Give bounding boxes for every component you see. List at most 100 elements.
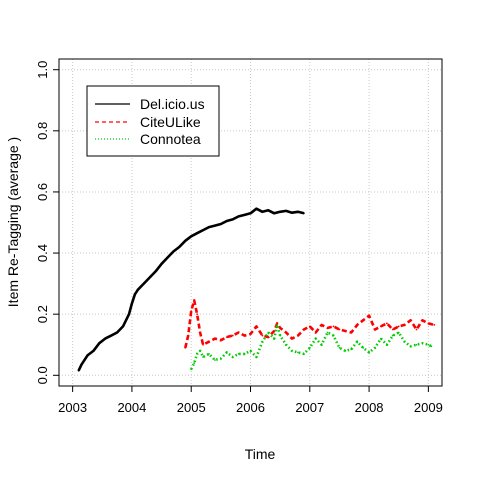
data-point-connotea (332, 334, 335, 337)
data-point-citeulike (326, 327, 329, 329)
data-point-citeulike (409, 319, 412, 322)
data-point-connotea (415, 343, 418, 346)
data-point-connotea (196, 353, 199, 355)
data-point-delicious (154, 270, 157, 273)
data-point-delicious (148, 276, 151, 279)
data-point-delicious (237, 215, 240, 218)
data-point-citeulike (308, 325, 311, 328)
y-tick-label: 0.8 (35, 122, 50, 140)
data-point-delicious (80, 363, 83, 366)
data-point-citeulike (403, 323, 406, 326)
data-point-delicious (110, 334, 113, 337)
data-point-connotea (225, 351, 228, 354)
data-point-delicious (202, 229, 204, 232)
data-point-citeulike (267, 336, 270, 339)
data-point-citeulike (231, 334, 234, 337)
data-point-connotea (190, 368, 193, 371)
data-point-citeulike (202, 343, 204, 346)
x-tick-label: 2007 (295, 400, 324, 415)
data-point-connotea (403, 340, 406, 343)
legend-label-connotea: Connotea (140, 131, 201, 147)
data-point-citeulike (187, 334, 190, 337)
data-point-citeulike (362, 319, 365, 322)
data-point-citeulike (291, 337, 293, 340)
data-point-connotea (231, 356, 234, 358)
data-point-connotea (291, 349, 293, 352)
data-point-connotea (273, 337, 276, 340)
y-axis: 0.0 0.2 0.4 0.6 0.8 1.0 (35, 61, 59, 384)
data-point-citeulike (391, 328, 394, 331)
data-point-citeulike (285, 331, 287, 334)
x-axis: 2003 2004 2005 2006 2007 2008 2009 (58, 385, 443, 415)
data-point-connotea (391, 334, 394, 337)
legend-label-citeulike: CiteULike (140, 114, 201, 130)
x-tick-label: 2003 (58, 400, 87, 415)
data-point-delicious (160, 262, 163, 265)
data-point-citeulike (193, 299, 196, 302)
data-point-citeulike (276, 322, 279, 325)
data-point-connotea (267, 331, 270, 334)
data-point-citeulike (261, 334, 264, 337)
data-point-delicious (279, 210, 282, 213)
data-point-connotea (249, 349, 252, 352)
x-tick-label: 2006 (236, 400, 265, 415)
data-point-connotea (297, 351, 299, 354)
data-point-connotea (199, 349, 202, 352)
data-point-citeulike (427, 322, 430, 325)
data-point-connotea (380, 337, 382, 340)
data-point-citeulike (385, 322, 388, 325)
y-tick-label: 0.4 (35, 244, 50, 262)
data-point-delicious (131, 302, 133, 305)
data-point-delicious (302, 212, 305, 215)
data-point-delicious (291, 211, 293, 214)
data-point-citeulike (356, 323, 359, 326)
data-point-connotea (421, 342, 424, 345)
data-point-delicious (98, 342, 101, 345)
data-point-delicious (208, 226, 210, 228)
data-point-delicious (297, 210, 299, 213)
data-point-delicious (196, 232, 199, 235)
data-point-citeulike (421, 319, 424, 322)
data-point-connotea (362, 346, 365, 349)
data-point-citeulike (302, 328, 305, 331)
legend-box (86, 85, 220, 157)
series-lines (77, 207, 436, 372)
data-point-citeulike (332, 325, 335, 328)
data-point-citeulike (368, 314, 370, 317)
x-tick-label: 2008 (355, 400, 384, 415)
data-point-citeulike (208, 340, 210, 343)
data-point-connotea (285, 343, 287, 346)
data-point-delicious (225, 220, 228, 222)
data-point-connotea (338, 346, 341, 349)
x-tick-label: 2004 (117, 400, 146, 415)
data-point-citeulike (350, 331, 353, 334)
data-point-delicious (214, 224, 216, 227)
data-point-citeulike (279, 327, 282, 329)
data-point-connotea (397, 331, 400, 334)
data-point-connotea (409, 345, 412, 348)
data-point-citeulike (225, 336, 228, 339)
data-point-connotea (385, 343, 388, 346)
data-point-delicious (285, 209, 287, 212)
x-tick-label: 2009 (414, 400, 443, 415)
y-tick-label: 0.0 (35, 366, 50, 384)
legend-label-delicious: Del.icio.us (140, 96, 205, 112)
data-point-connotea (193, 362, 196, 364)
data-point-delicious (86, 354, 89, 357)
data-point-delicious (273, 212, 276, 215)
data-point-connotea (243, 353, 246, 355)
data-point-citeulike (380, 325, 382, 328)
data-point-citeulike (190, 310, 193, 313)
x-axis-title: Time (245, 446, 276, 462)
data-point-connotea (314, 337, 317, 340)
data-point-citeulike (243, 334, 246, 337)
data-point-connotea (202, 356, 204, 358)
data-point-delicious (116, 331, 119, 334)
data-point-connotea (344, 349, 347, 352)
data-point-delicious (255, 207, 258, 210)
data-point-connotea (374, 346, 376, 349)
data-point-connotea (219, 357, 222, 360)
data-point-connotea (302, 353, 305, 355)
